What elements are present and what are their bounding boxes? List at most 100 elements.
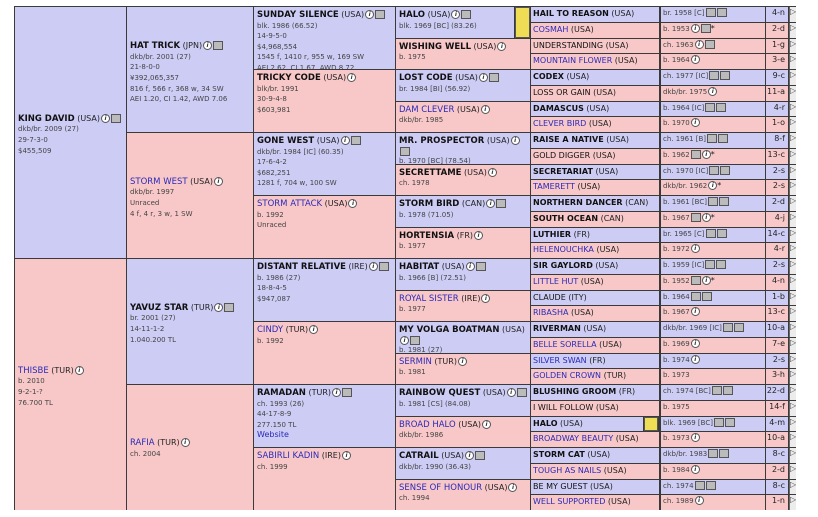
- horse-name-link[interactable]: RAINBOW QUEST: [399, 388, 481, 398]
- horse-name-link[interactable]: SOUTH OCEAN: [533, 213, 599, 223]
- horse-name-link[interactable]: SABIRLI KADIN: [257, 451, 320, 461]
- horse-name-link[interactable]: STORM CAT: [533, 450, 585, 459]
- horse-name-link[interactable]: DISTANT RELATIVE: [257, 262, 346, 272]
- info-icon[interactable]: i: [510, 136, 520, 145]
- compare-icon[interactable]: [701, 291, 712, 301]
- horse-name-link[interactable]: BROADWAY BEAUTY: [533, 434, 614, 444]
- info-icon[interactable]: i: [690, 244, 700, 254]
- horse-name-link[interactable]: RIBASHA: [533, 308, 569, 318]
- compare-icon[interactable]: [342, 388, 353, 397]
- info-icon[interactable]: i: [701, 149, 711, 159]
- info-icon[interactable]: i: [478, 73, 488, 82]
- horse-name-link[interactable]: DAM CLEVER: [399, 104, 455, 115]
- compare-icon[interactable]: [733, 323, 744, 332]
- horse-name-link[interactable]: HORTENSIA: [399, 230, 455, 241]
- info-icon[interactable]: i: [690, 55, 700, 65]
- arrow-right-icon[interactable]: ▷: [789, 117, 796, 132]
- horse-name-link[interactable]: BROAD HALO: [399, 419, 456, 430]
- compare-icon[interactable]: [705, 228, 716, 238]
- compare-icon[interactable]: [722, 323, 733, 332]
- horse-name-link[interactable]: TRICKY CODE: [257, 73, 321, 83]
- info-icon[interactable]: i: [690, 464, 700, 474]
- arrow-right-icon[interactable]: ▷: [789, 416, 796, 432]
- info-icon[interactable]: i: [487, 167, 497, 177]
- info-icon[interactable]: i: [690, 118, 700, 128]
- horse-name-link[interactable]: MOUNTAIN FLOWER: [533, 56, 613, 66]
- compare-icon[interactable]: [690, 275, 701, 285]
- horse-name-link[interactable]: BE MY GUEST: [533, 481, 588, 491]
- info-icon[interactable]: i: [474, 230, 484, 240]
- horse-name-link[interactable]: SENSE OF HONOUR: [399, 482, 483, 493]
- arrow-right-icon[interactable]: ▷: [789, 322, 796, 337]
- arrow-right-icon[interactable]: ▷: [789, 101, 796, 117]
- info-icon[interactable]: i: [203, 41, 213, 51]
- compare-icon[interactable]: [378, 262, 389, 271]
- arrow-right-icon[interactable]: ▷: [789, 211, 796, 227]
- info-icon[interactable]: i: [508, 482, 518, 492]
- compare-icon[interactable]: [716, 228, 727, 238]
- info-icon[interactable]: i: [365, 10, 375, 19]
- horse-name-link[interactable]: LITTLE HUT: [533, 276, 579, 286]
- info-icon[interactable]: i: [341, 451, 351, 460]
- compare-icon[interactable]: [718, 134, 729, 143]
- horse-name-link[interactable]: STORM BIRD: [399, 199, 460, 209]
- horse-name-link[interactable]: CODEX: [533, 72, 564, 81]
- horse-name-link[interactable]: RAMADAN: [257, 388, 306, 398]
- info-icon[interactable]: i: [486, 199, 496, 208]
- info-icon[interactable]: i: [701, 212, 711, 222]
- compare-icon[interactable]: [475, 262, 486, 271]
- arrow-right-icon[interactable]: ▷: [789, 385, 796, 400]
- website-link[interactable]: Website: [257, 430, 289, 440]
- compare-icon[interactable]: [716, 102, 727, 112]
- info-icon[interactable]: i: [348, 199, 358, 208]
- info-icon[interactable]: i: [701, 275, 711, 285]
- compare-icon[interactable]: [375, 10, 386, 19]
- horse-name-link[interactable]: MY VOLGA BOATMAN: [399, 325, 500, 335]
- compare-icon[interactable]: [719, 449, 730, 458]
- horse-name-link[interactable]: STORM ATTACK: [257, 199, 323, 209]
- info-icon[interactable]: i: [690, 23, 700, 33]
- info-icon[interactable]: i: [368, 262, 378, 271]
- compare-icon[interactable]: [707, 197, 718, 206]
- horse-name-link[interactable]: STORM WEST: [130, 176, 188, 187]
- horse-name-link[interactable]: LOSS OR GAIN: [533, 87, 591, 97]
- compare-icon[interactable]: [708, 449, 719, 458]
- arrow-right-icon[interactable]: ▷: [789, 196, 796, 211]
- horse-name-link[interactable]: THISBE: [18, 365, 49, 376]
- info-icon[interactable]: i: [451, 10, 461, 19]
- horse-name-link[interactable]: DAMASCUS: [533, 103, 584, 113]
- arrow-right-icon[interactable]: ▷: [789, 70, 796, 85]
- compare-icon[interactable]: [716, 260, 727, 269]
- horse-name-link[interactable]: SERMIN: [399, 356, 432, 367]
- compare-icon[interactable]: [461, 10, 472, 19]
- arrow-right-icon[interactable]: ▷: [789, 479, 796, 495]
- info-icon[interactable]: i: [690, 307, 700, 317]
- horse-name-link[interactable]: RAFIA: [130, 438, 155, 449]
- arrow-right-icon[interactable]: ▷: [789, 38, 796, 54]
- compare-icon[interactable]: [488, 73, 499, 82]
- compare-icon[interactable]: [475, 451, 486, 460]
- horse-name-link[interactable]: WISHING WELL: [399, 41, 472, 52]
- horse-name-link[interactable]: WELL SUPPORTED: [533, 497, 606, 507]
- compare-icon[interactable]: [111, 113, 121, 123]
- arrow-right-icon[interactable]: ▷: [789, 400, 796, 416]
- horse-name-link[interactable]: MR. PROSPECTOR: [399, 136, 485, 146]
- arrow-right-icon[interactable]: ▷: [789, 85, 796, 101]
- info-icon[interactable]: i: [708, 86, 718, 96]
- arrow-right-icon[interactable]: ▷: [789, 432, 796, 447]
- compare-icon[interactable]: [707, 134, 718, 143]
- horse-name-link[interactable]: HELENOUCHKA: [533, 245, 594, 255]
- horse-name-link[interactable]: LUTHIER: [533, 229, 572, 239]
- compare-icon[interactable]: [694, 480, 705, 490]
- horse-name-link[interactable]: CLEVER BIRD: [533, 119, 587, 129]
- horse-name-link[interactable]: CINDY: [257, 325, 284, 335]
- arrow-right-icon[interactable]: ▷: [789, 353, 796, 369]
- horse-name-link[interactable]: LOST CODE: [399, 73, 453, 83]
- arrow-right-icon[interactable]: ▷: [789, 274, 796, 290]
- arrow-right-icon[interactable]: ▷: [789, 22, 796, 38]
- compare-icon[interactable]: [224, 302, 235, 312]
- compare-icon[interactable]: [705, 480, 716, 490]
- compare-icon[interactable]: [713, 417, 724, 427]
- compare-icon[interactable]: [722, 386, 733, 395]
- horse-name-link[interactable]: TAMERETT: [533, 182, 575, 192]
